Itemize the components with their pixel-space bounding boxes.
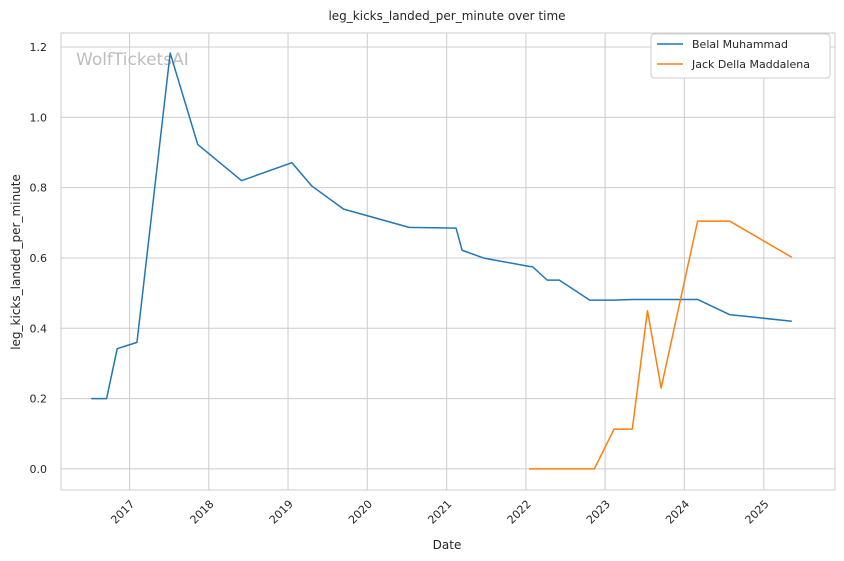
grid-lines bbox=[61, 33, 835, 490]
legend: Belal Muhammad Jack Della Maddalena bbox=[650, 33, 831, 79]
series-line-belal-muhammad bbox=[91, 52, 792, 400]
legend-label-belal: Belal Muhammad bbox=[692, 38, 788, 51]
plot-frame bbox=[60, 32, 836, 491]
chart-title: leg_kicks_landed_per_minute over time bbox=[328, 9, 565, 23]
legend-label-jack: Jack Della Maddalena bbox=[691, 58, 810, 71]
plot-area: WolfTicketsAI bbox=[60, 32, 836, 491]
x-axis-title: Date bbox=[433, 538, 462, 552]
series-lines bbox=[91, 52, 793, 470]
y-tick-label: 0.2 bbox=[30, 393, 48, 406]
y-axis-title: leg_kicks_landed_per_minute bbox=[9, 174, 23, 350]
series-line-jack-della-maddalena bbox=[528, 220, 793, 470]
y-tick-label: 1.0 bbox=[30, 111, 48, 124]
y-tick-label: 0.8 bbox=[30, 182, 48, 195]
y-tick-label: 0.6 bbox=[30, 252, 48, 265]
y-tick-label: 1.2 bbox=[30, 41, 48, 54]
y-tick-label: 0.4 bbox=[30, 322, 48, 335]
legend-box bbox=[650, 33, 831, 79]
y-tick-label: 0.0 bbox=[30, 463, 48, 476]
y-axis: 0.0 0.2 0.4 0.6 0.8 1.0 1.2 bbox=[30, 41, 48, 476]
watermark-text: WolfTicketsAI bbox=[76, 50, 189, 70]
